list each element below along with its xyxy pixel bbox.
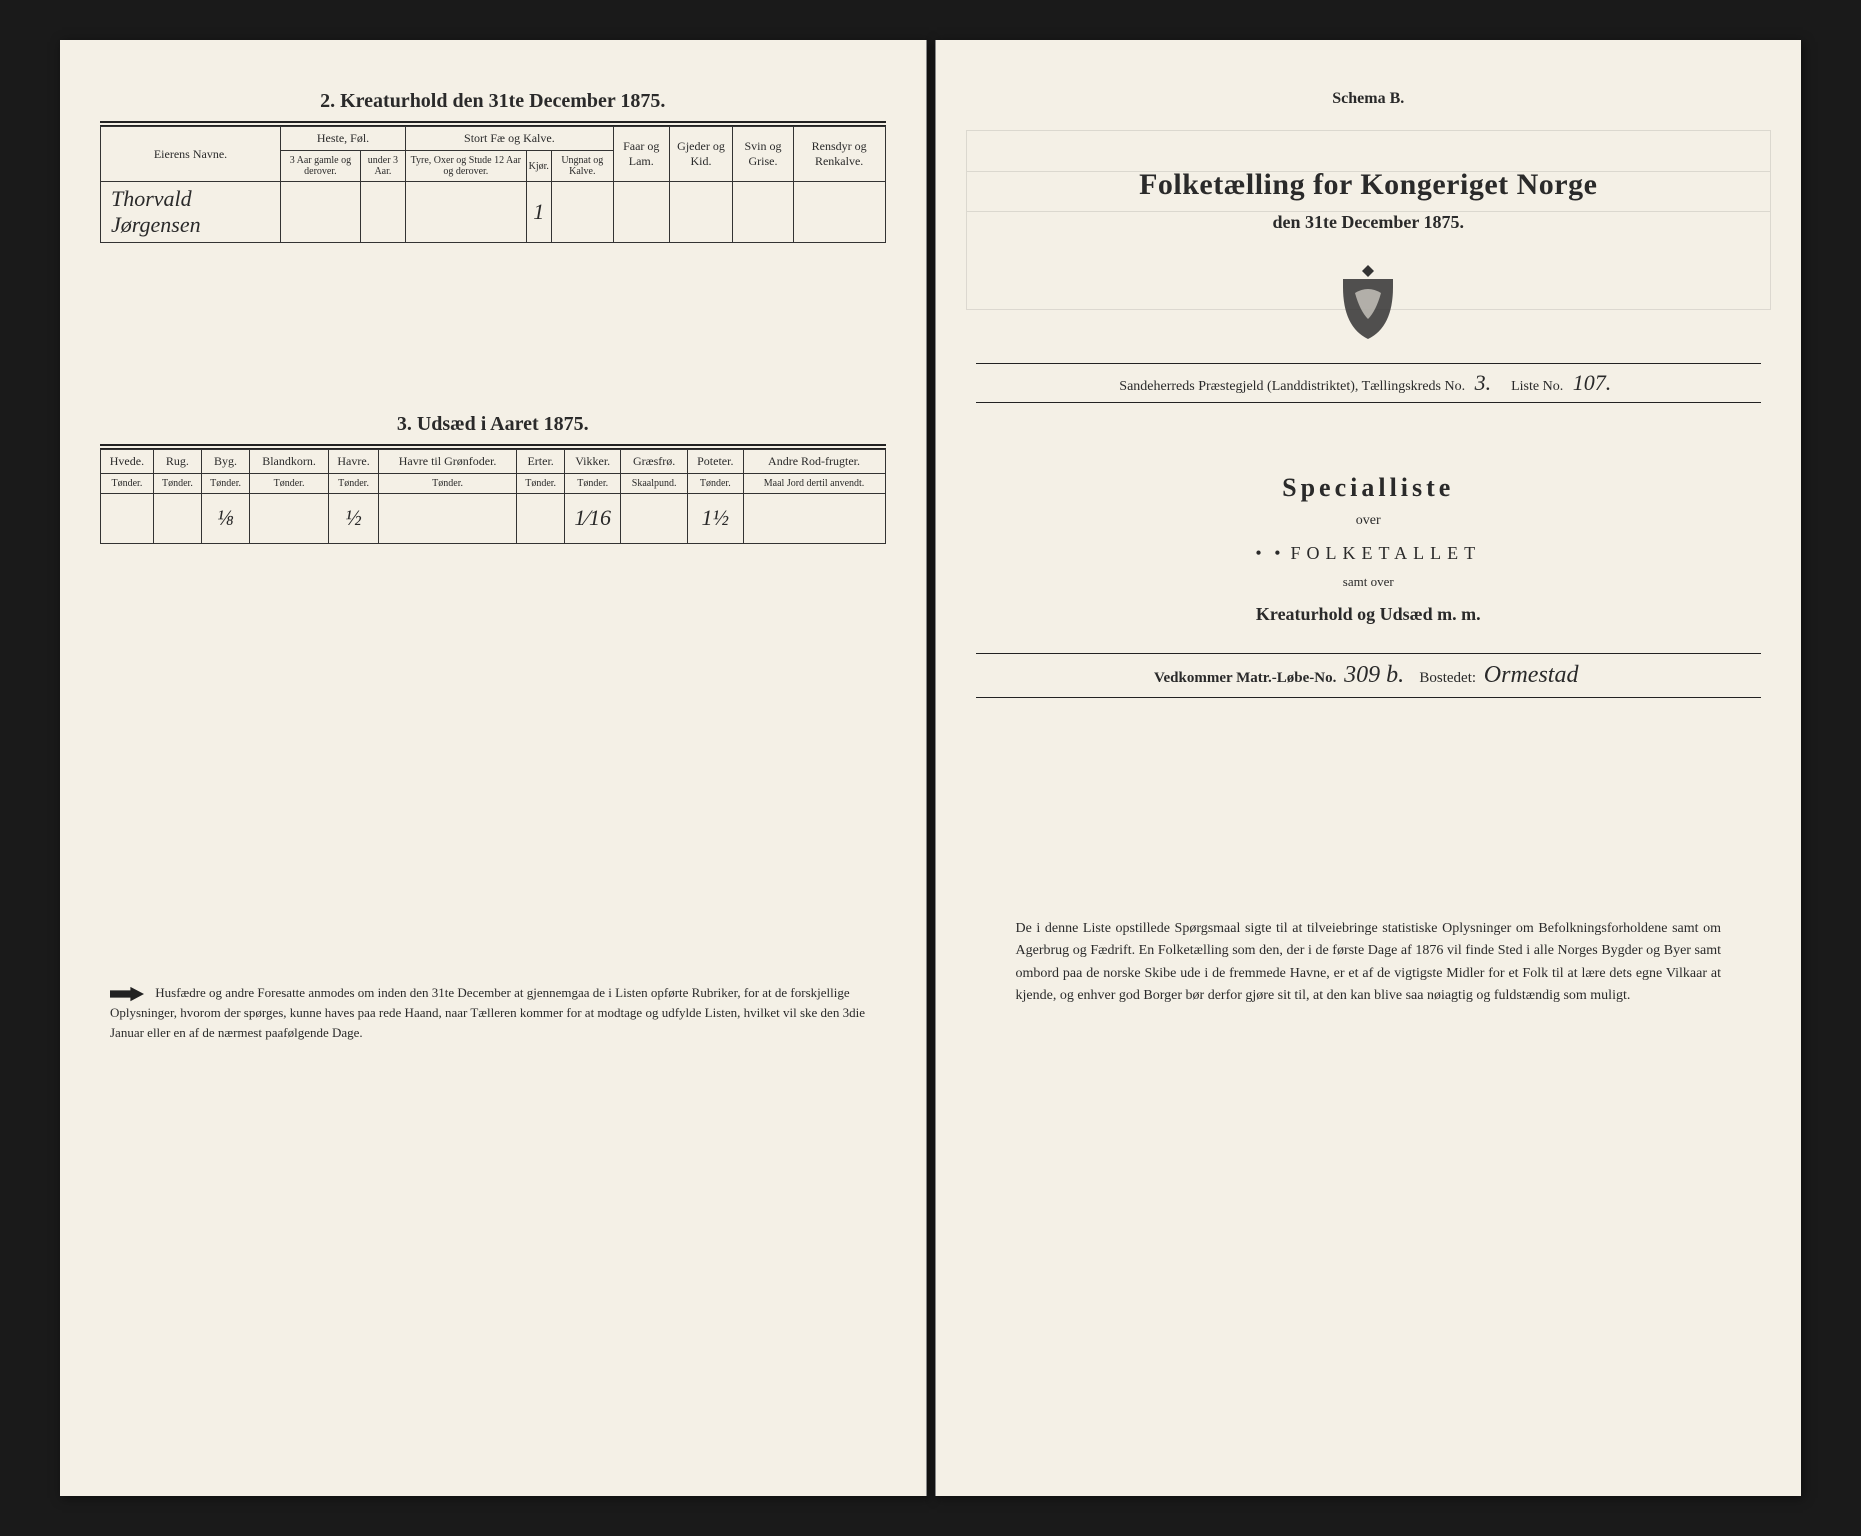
left-footnote: Husfædre og andre Foresatte anmodes om i… — [100, 983, 886, 1042]
kreaturhold-heading: Kreaturhold og Udsæd m. m. — [976, 604, 1762, 625]
folketallet-text: Folketallet — [1291, 543, 1482, 563]
crop-value — [250, 493, 329, 543]
crop-header: Havre. — [328, 449, 378, 473]
crop-value: 1⁄16 — [565, 493, 621, 543]
crop-value: ⅛ — [201, 493, 249, 543]
bostedet-value: Ormestad — [1480, 662, 1583, 688]
crop-unit: Skaalpund. — [621, 473, 688, 493]
bostedet-label: Bostedet: — [1419, 670, 1476, 686]
footnote-text: Husfædre og andre Foresatte anmodes om i… — [110, 985, 865, 1040]
liste-label: Liste No. — [1511, 379, 1563, 394]
cell — [669, 182, 732, 243]
sub-stort1: Tyre, Oxer og Stude 12 Aar og derover. — [406, 151, 527, 182]
crop-value — [517, 493, 565, 543]
matr-line: Vedkommer Matr.-Løbe-No. 309 b. Bostedet… — [976, 653, 1762, 698]
crop-header: Erter. — [517, 449, 565, 473]
crop-header: Havre til Grønfoder. — [379, 449, 517, 473]
crop-value — [621, 493, 688, 543]
crop-unit: Tønder. — [153, 473, 201, 493]
bottom-paragraph: De i denne Liste opstillede Spørgsmaal s… — [976, 918, 1762, 1008]
crop-unit: Tønder. — [517, 473, 565, 493]
crop-header: Vikker. — [565, 449, 621, 473]
matr-label: Vedkommer Matr.-Løbe-No. — [1154, 670, 1336, 686]
crop-unit: Tønder. — [201, 473, 249, 493]
census-date: den 31te December 1875. — [976, 212, 1762, 233]
liste-no: 107. — [1567, 370, 1618, 395]
crop-header: Andre Rod-frugter. — [743, 449, 885, 473]
crop-header: Blandkorn. — [250, 449, 329, 473]
crop-value — [153, 493, 201, 543]
crop-unit: Tønder. — [101, 473, 154, 493]
col-heste: Heste, Føl. — [281, 127, 406, 151]
crop-unit: Tønder. — [688, 473, 744, 493]
col-owner: Eierens Navne. — [101, 127, 281, 182]
district-line: Sandeherreds Præstegjeld (Landdistriktet… — [976, 363, 1762, 403]
specialliste-heading: Specialliste — [976, 473, 1762, 503]
col-rensdyr: Rensdyr og Renkalve. — [793, 127, 885, 182]
crop-header: Poteter. — [688, 449, 744, 473]
cell — [613, 182, 669, 243]
livestock-table: Eierens Navne. Heste, Føl. Stort Fæ og K… — [100, 126, 886, 363]
left-page: 2. Kreaturhold den 31te December 1875. E… — [60, 40, 927, 1496]
schema-label: Schema B. — [976, 90, 1762, 108]
samt-label: samt over — [976, 574, 1762, 590]
sowing-table: Hvede.Rug.Byg.Blandkorn.Havre.Havre til … — [100, 449, 886, 604]
sub-stort2: Kjør. — [526, 151, 551, 182]
crop-unit: Tønder. — [565, 473, 621, 493]
crop-header: Rug. — [153, 449, 201, 473]
col-gjeder: Gjeder og Kid. — [669, 127, 732, 182]
cell — [793, 182, 885, 243]
cell — [733, 182, 793, 243]
cell — [406, 182, 527, 243]
pointing-hand-icon — [110, 985, 144, 1003]
title-block: Folketælling for Kongeriget Norge den 31… — [976, 168, 1762, 698]
col-stort: Stort Fæ og Kalve. — [406, 127, 614, 151]
matr-no: 309 b. — [1340, 662, 1408, 688]
sub-stort3: Ungnat og Kalve. — [551, 151, 613, 182]
owner-name: Thorvald Jørgensen — [101, 182, 281, 243]
right-page: Schema B. Folketælling for Kongeriget No… — [935, 40, 1802, 1496]
col-svin: Svin og Grise. — [733, 127, 793, 182]
census-title: Folketælling for Kongeriget Norge — [976, 168, 1762, 202]
crop-value — [743, 493, 885, 543]
kreds-no: 3. — [1469, 370, 1498, 395]
crop-header: Hvede. — [101, 449, 154, 473]
crop-unit: Maal Jord dertil anvendt. — [743, 473, 885, 493]
blank-area — [101, 243, 886, 363]
crop-unit: Tønder. — [250, 473, 329, 493]
over-label: over — [976, 513, 1762, 529]
cell — [551, 182, 613, 243]
cell — [360, 182, 405, 243]
crop-value: 1½ — [688, 493, 744, 543]
cell — [281, 182, 361, 243]
coat-of-arms-icon — [1333, 263, 1403, 343]
sub-heste1: 3 Aar gamle og derover. — [281, 151, 361, 182]
folketallet-label: Folketallet — [976, 543, 1762, 564]
document-spread: 2. Kreaturhold den 31te December 1875. E… — [60, 40, 1801, 1496]
district-prefix: Sandeherreds Præstegjeld (Landdistriktet… — [1119, 379, 1465, 394]
crop-header: Græsfrø. — [621, 449, 688, 473]
rule — [100, 444, 886, 446]
blank-area — [101, 543, 886, 603]
section2-title: 2. Kreaturhold den 31te December 1875. — [100, 90, 886, 113]
sub-heste2: under 3 Aar. — [360, 151, 405, 182]
col-faar: Faar og Lam. — [613, 127, 669, 182]
rule — [100, 121, 886, 123]
crop-value — [379, 493, 517, 543]
crop-value: ½ — [328, 493, 378, 543]
crop-unit: Tønder. — [328, 473, 378, 493]
section3-title: 3. Udsæd i Aaret 1875. — [100, 413, 886, 436]
crop-header: Byg. — [201, 449, 249, 473]
crop-value — [101, 493, 154, 543]
section3: 3. Udsæd i Aaret 1875. Hvede.Rug.Byg.Bla… — [100, 413, 886, 604]
crop-unit: Tønder. — [379, 473, 517, 493]
cell-kjor: 1 — [526, 182, 551, 243]
